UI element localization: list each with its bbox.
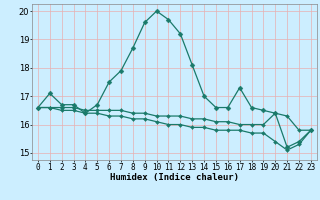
X-axis label: Humidex (Indice chaleur): Humidex (Indice chaleur) (110, 173, 239, 182)
